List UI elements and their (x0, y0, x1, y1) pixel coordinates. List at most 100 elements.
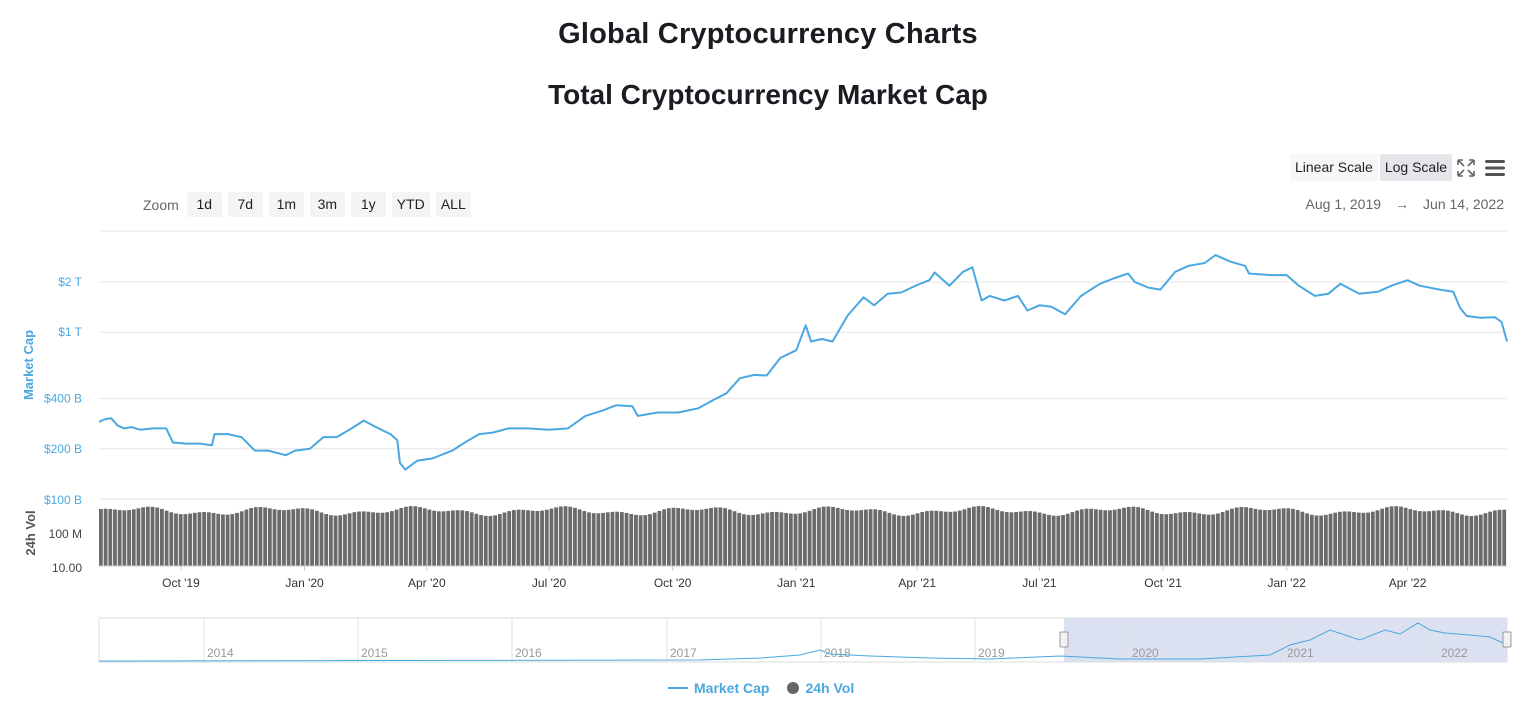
zoom-all-button[interactable]: ALL (435, 192, 471, 217)
volume-bar (723, 508, 728, 566)
volume-bar (1183, 512, 1187, 566)
volume-bar (1093, 509, 1098, 566)
volume-bar (1262, 510, 1267, 566)
volume-bar (821, 506, 826, 566)
volume-bar (605, 512, 610, 566)
volume-bar (300, 508, 305, 566)
volume-bar (512, 510, 516, 566)
volume-bar (1225, 510, 1230, 566)
volume-bar (1281, 508, 1286, 566)
volume-bar (1145, 509, 1150, 566)
volume-tick-label: 10.00 (52, 561, 82, 575)
navigator-year-label: 2014 (207, 646, 234, 660)
volume-tick-label: 100 M (49, 527, 82, 541)
volume-bar (319, 512, 324, 566)
x-tick-label: Jul '20 (532, 576, 567, 590)
volume-axis-title: 24h Vol (23, 510, 38, 555)
legend-market-cap[interactable]: Market Cap (668, 680, 769, 696)
volume-bar (1455, 513, 1460, 566)
zoom-1m-button[interactable]: 1m (268, 192, 304, 217)
range-to[interactable]: Jun 14, 2022 (1423, 196, 1504, 212)
volume-bar (1136, 507, 1141, 566)
volume-bar (624, 512, 629, 566)
volume-bar (1338, 511, 1342, 566)
volume-bar (357, 511, 361, 566)
volume-bar (1042, 513, 1047, 566)
volume-bar (488, 515, 493, 566)
volume-bar (1478, 514, 1483, 566)
zoom-ytd-button[interactable]: YTD (391, 192, 430, 217)
volume-bar (967, 507, 972, 566)
volume-bar (1347, 511, 1352, 566)
volume-bar (1497, 509, 1502, 566)
zoom-1d-button[interactable]: 1d (186, 192, 222, 217)
volume-bar (887, 512, 892, 566)
volume-bar (1464, 515, 1469, 566)
volume-bar (1234, 507, 1239, 566)
volume-bar (690, 509, 695, 566)
volume-bar (183, 514, 188, 566)
fullscreen-icon[interactable] (1455, 157, 1477, 179)
volume-bar (582, 511, 587, 566)
volume-bar (906, 515, 911, 566)
zoom-7d-button[interactable]: 7d (227, 192, 263, 217)
volume-bar (1277, 508, 1281, 566)
volume-bar (521, 509, 526, 566)
volume-bar (563, 506, 568, 566)
volume-bar (1201, 514, 1206, 566)
volume-bar (793, 513, 798, 566)
volume-bar (113, 509, 117, 566)
volume-bar (1309, 514, 1314, 566)
navigator-year-label: 2020 (1132, 646, 1159, 660)
menu-icon[interactable] (1484, 157, 1506, 179)
volume-bar (901, 515, 906, 566)
volume-bar (1352, 512, 1356, 566)
volume-bar (934, 510, 939, 566)
volume-bar (948, 511, 953, 566)
volume-bar (779, 512, 784, 566)
volume-bar (141, 507, 146, 566)
volume-bar (338, 515, 343, 566)
date-range: Aug 1, 2019 → Jun 14, 2022 (1306, 196, 1504, 212)
volume-bar (1197, 513, 1202, 566)
volume-bar (718, 507, 723, 566)
volume-bar (704, 508, 709, 566)
volume-bar (235, 512, 239, 566)
volume-bar (1051, 515, 1056, 566)
volume-bar (1314, 515, 1319, 566)
log-scale-button[interactable]: Log Scale (1379, 154, 1453, 181)
volume-bar (1488, 511, 1493, 566)
volume-bar (727, 509, 732, 566)
volume-bar (915, 513, 920, 566)
volume-bar (1469, 515, 1474, 566)
volume-bar (225, 514, 230, 566)
volume-bar (648, 514, 652, 566)
volume-bar (375, 512, 380, 566)
volume-bar (1122, 507, 1126, 566)
page-title: Global Cryptocurrency Charts (558, 18, 978, 50)
zoom-3m-button[interactable]: 3m (309, 192, 345, 217)
volume-bar (652, 512, 657, 566)
volume-bar (1483, 513, 1488, 566)
volume-bar (1361, 512, 1366, 566)
volume-bar (676, 507, 681, 566)
volume-bar (1164, 514, 1169, 566)
range-from[interactable]: Aug 1, 2019 (1305, 196, 1382, 212)
volume-bar (1098, 509, 1103, 566)
navigator-handle-left[interactable] (1059, 631, 1069, 648)
zoom-controls: Zoom 1d 7d 1m 3m 1y YTD ALL (143, 192, 471, 217)
volume-bar (432, 510, 437, 566)
volume-bar (1370, 511, 1375, 566)
volume-bar (680, 508, 685, 566)
volume-bar (1328, 513, 1333, 566)
y-axis-title: Market Cap (21, 330, 36, 400)
zoom-1y-button[interactable]: 1y (350, 192, 386, 217)
navigator-handle-right[interactable] (1502, 631, 1512, 648)
volume-bar (760, 513, 765, 566)
linear-scale-button[interactable]: Linear Scale (1290, 154, 1378, 181)
volume-bar (713, 507, 718, 566)
volume-bar (108, 508, 113, 566)
volume-bar (530, 510, 535, 566)
legend-volume[interactable]: 24h Vol (787, 680, 854, 696)
